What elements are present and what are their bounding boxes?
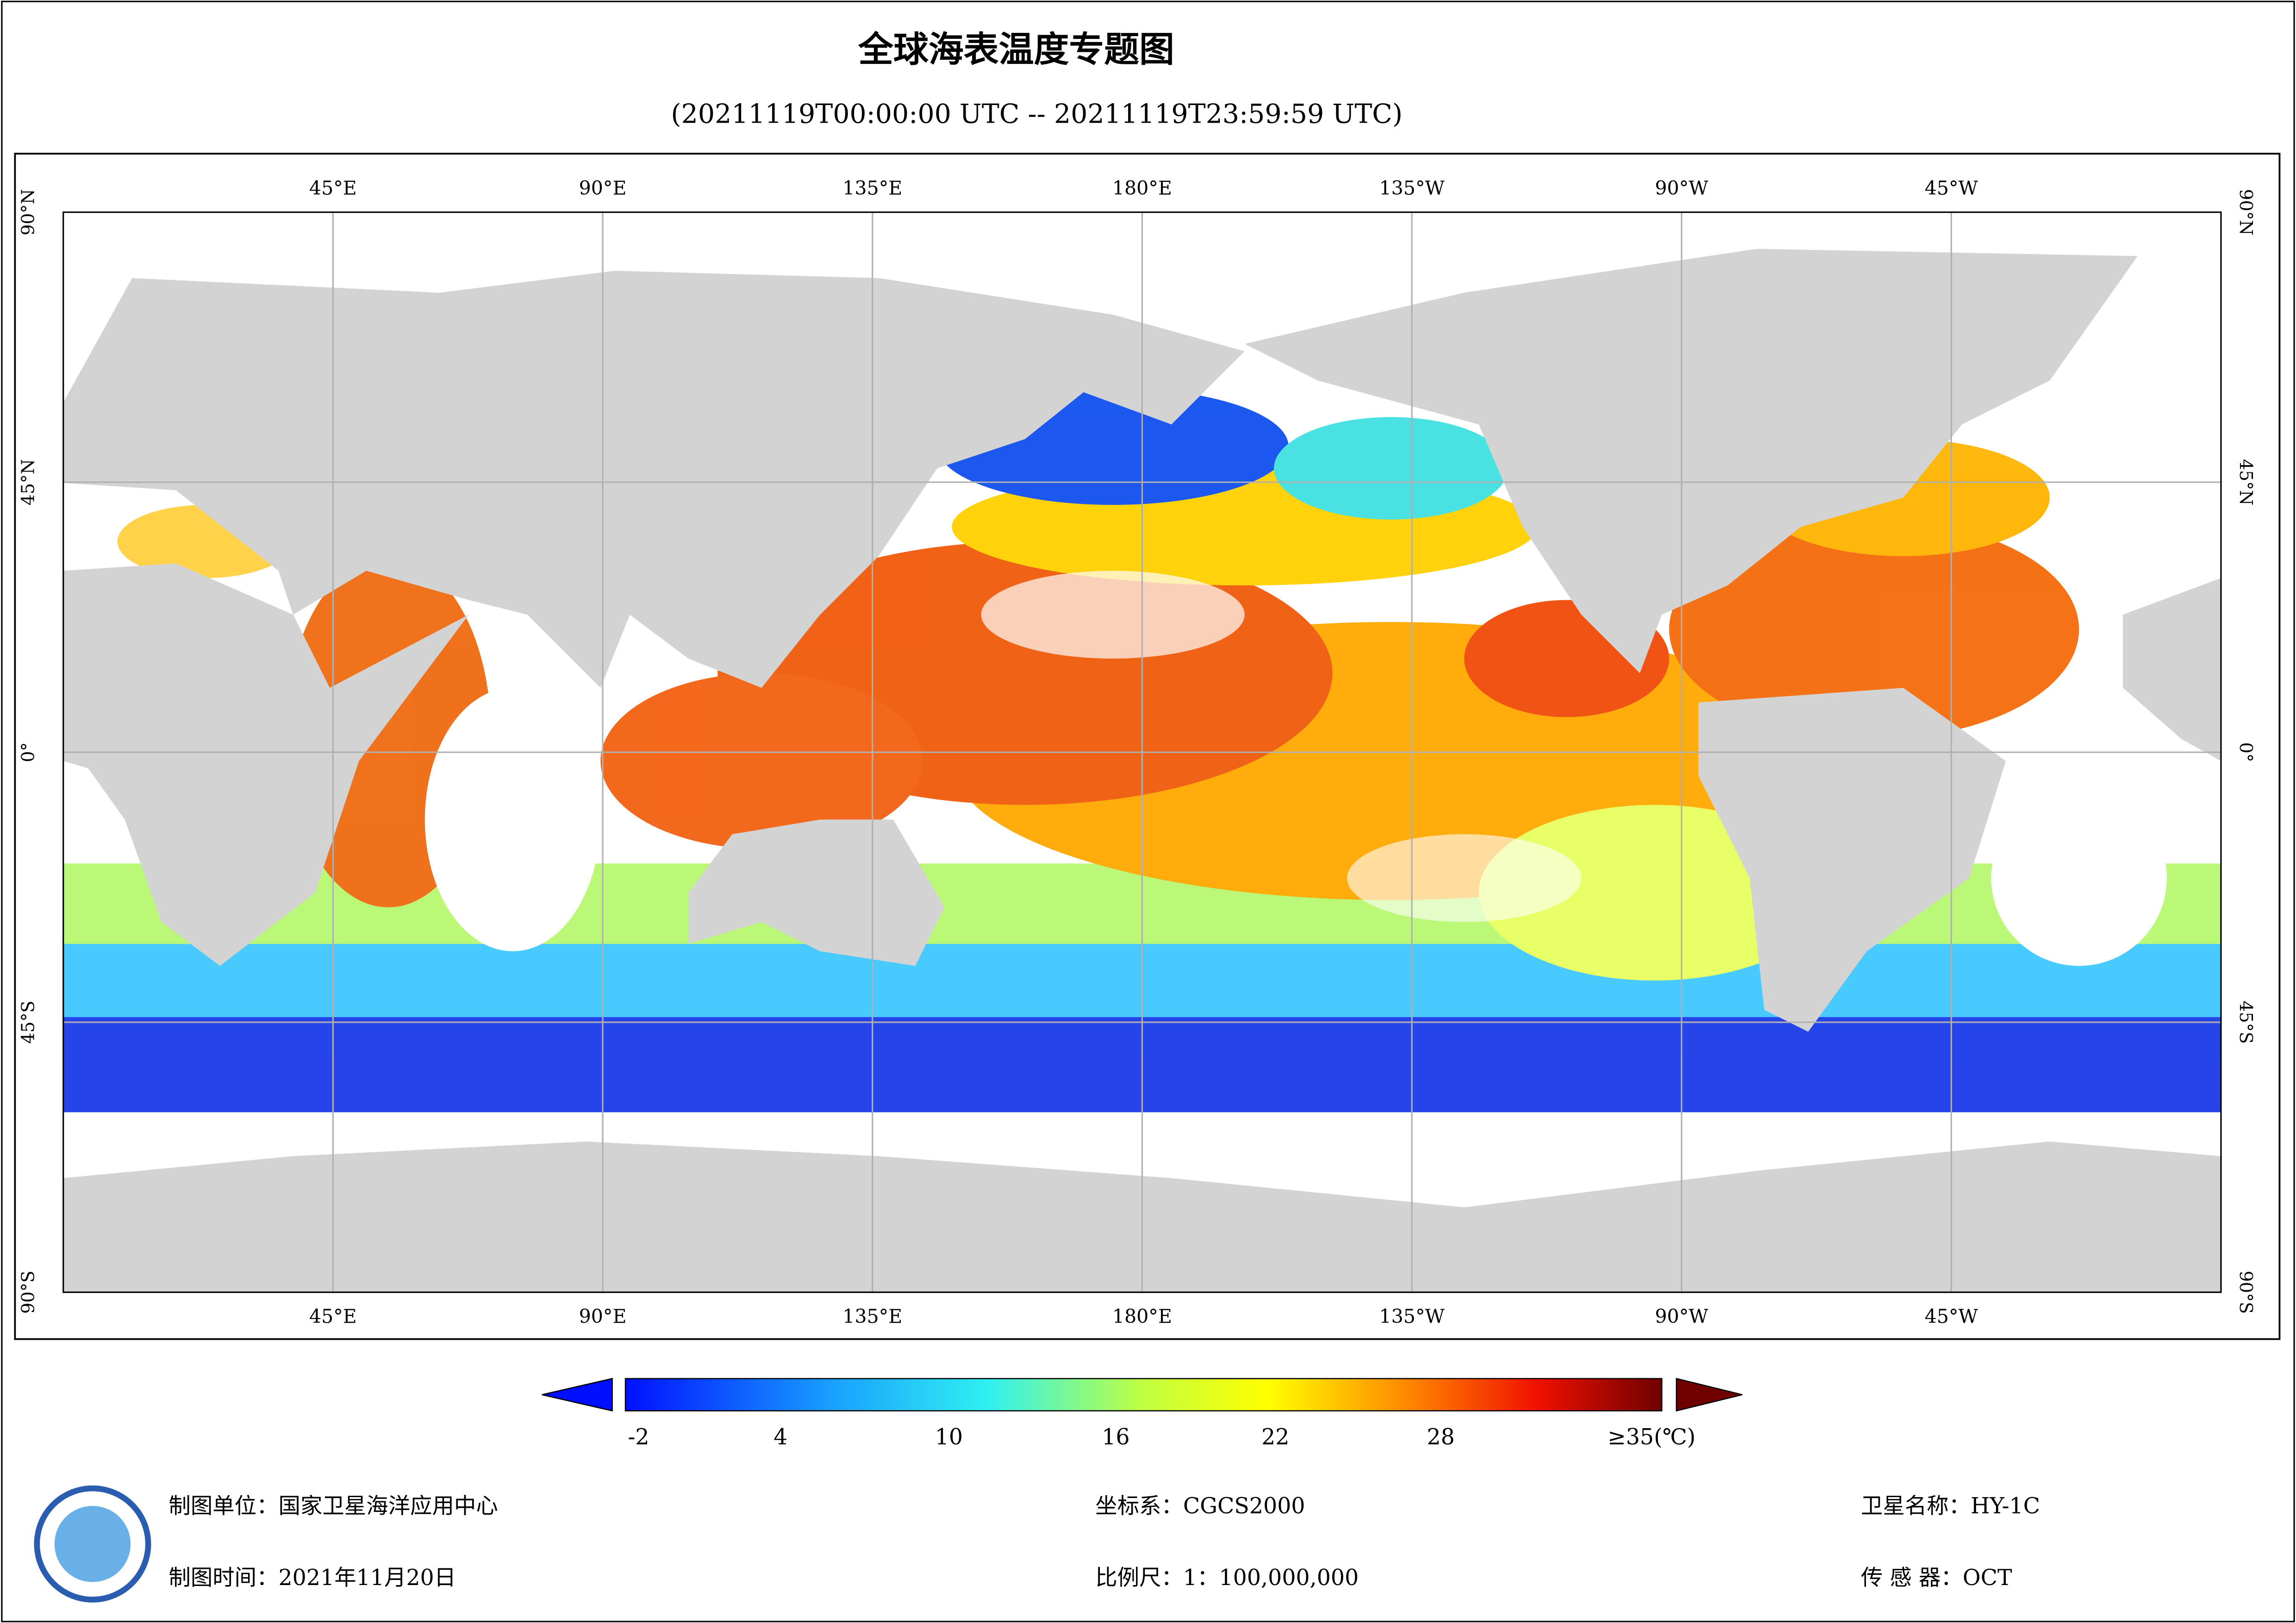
- footer-date: 制图时间：2021年11月20日: [168, 1565, 456, 1591]
- footer: 制图单位：国家卫星海洋应用中心 制图时间：2021年11月20日 坐标系：CGC…: [34, 1485, 2040, 1603]
- longitude-label-bottom: 90°E: [579, 1306, 627, 1328]
- colorbar-tick-label: 10: [935, 1424, 963, 1450]
- map-area: [63, 212, 2221, 1293]
- graticule-labels: 45°E 45°E 90°E 90°E 135°E 135°E 180°E 180°E 135°…: [18, 177, 2256, 1328]
- latitude-label-right: 90°N: [2236, 189, 2256, 235]
- footer-satellite: 卫星名称：HY-1C: [1861, 1493, 2040, 1519]
- longitude-label-top: 135°E: [842, 177, 902, 199]
- map-border: [62, 211, 2222, 1293]
- colorbar-tick-label: ≥35(℃): [1608, 1424, 1696, 1450]
- latitude-label-right: 45°N: [2236, 459, 2256, 505]
- longitude-label-bottom: 135°W: [1379, 1306, 1445, 1328]
- longitude-label-top: 90°W: [1655, 177, 1709, 199]
- longitude-label-bottom: 45°W: [1925, 1306, 1978, 1328]
- colorbar-high-arrow: [1676, 1378, 1743, 1412]
- colorbar-tick-label: 16: [1102, 1424, 1129, 1450]
- latitude-label-left: 45°S: [18, 1001, 38, 1044]
- colorbar-tick-label: 28: [1427, 1424, 1454, 1450]
- subtitle: (20211119T00:00:00 UTC -- 20211119T23:59…: [671, 99, 1402, 130]
- colorbar-tick-label: 22: [1261, 1424, 1289, 1450]
- latitude-label-left: 0°: [18, 742, 38, 762]
- longitude-label-top: 180°E: [1112, 177, 1172, 199]
- latitude-label-right: 45°S: [2236, 1001, 2256, 1044]
- latitude-label-left: 90°N: [18, 189, 38, 235]
- longitude-label-top: 135°W: [1379, 177, 1445, 199]
- footer-sensor: 传 感 器：OCT: [1861, 1565, 2012, 1591]
- longitude-label-top: 90°E: [579, 177, 627, 199]
- longitude-label-top: 45°E: [309, 177, 357, 199]
- footer-unit: 制图单位：国家卫星海洋应用中心: [168, 1493, 498, 1519]
- graticule: [63, 212, 2221, 1293]
- longitude-label-bottom: 135°E: [842, 1306, 902, 1328]
- longitude-label-bottom: 90°W: [1655, 1306, 1709, 1328]
- colorbar: -2 4 10 16 22 28 ≥35(℃): [542, 1378, 1743, 1450]
- latitude-label-left: 90°S: [18, 1271, 38, 1314]
- latitude-label-left: 45°N: [18, 459, 38, 505]
- footer-scale: 比例尺：1：100,000,000: [1095, 1565, 1359, 1591]
- map-frame: [14, 153, 2281, 1340]
- logo-globe: [54, 1506, 131, 1582]
- longitude-label-bottom: 45°E: [309, 1306, 357, 1328]
- colorbar-ramp: [624, 1378, 1663, 1412]
- colorbar-tick-label: 4: [774, 1424, 787, 1450]
- longitude-label-bottom: 180°E: [1112, 1306, 1172, 1328]
- longitude-label-top: 45°W: [1925, 177, 1978, 199]
- colorbar-low-arrow: [542, 1378, 613, 1412]
- title: 全球海表温度专题图: [858, 29, 1174, 70]
- latitude-label-right: 0°: [2236, 742, 2256, 762]
- latitude-label-right: 90°S: [2236, 1271, 2256, 1314]
- footer-crs: 坐标系：CGCS2000: [1095, 1493, 1305, 1519]
- colorbar-tick-label: -2: [628, 1424, 649, 1450]
